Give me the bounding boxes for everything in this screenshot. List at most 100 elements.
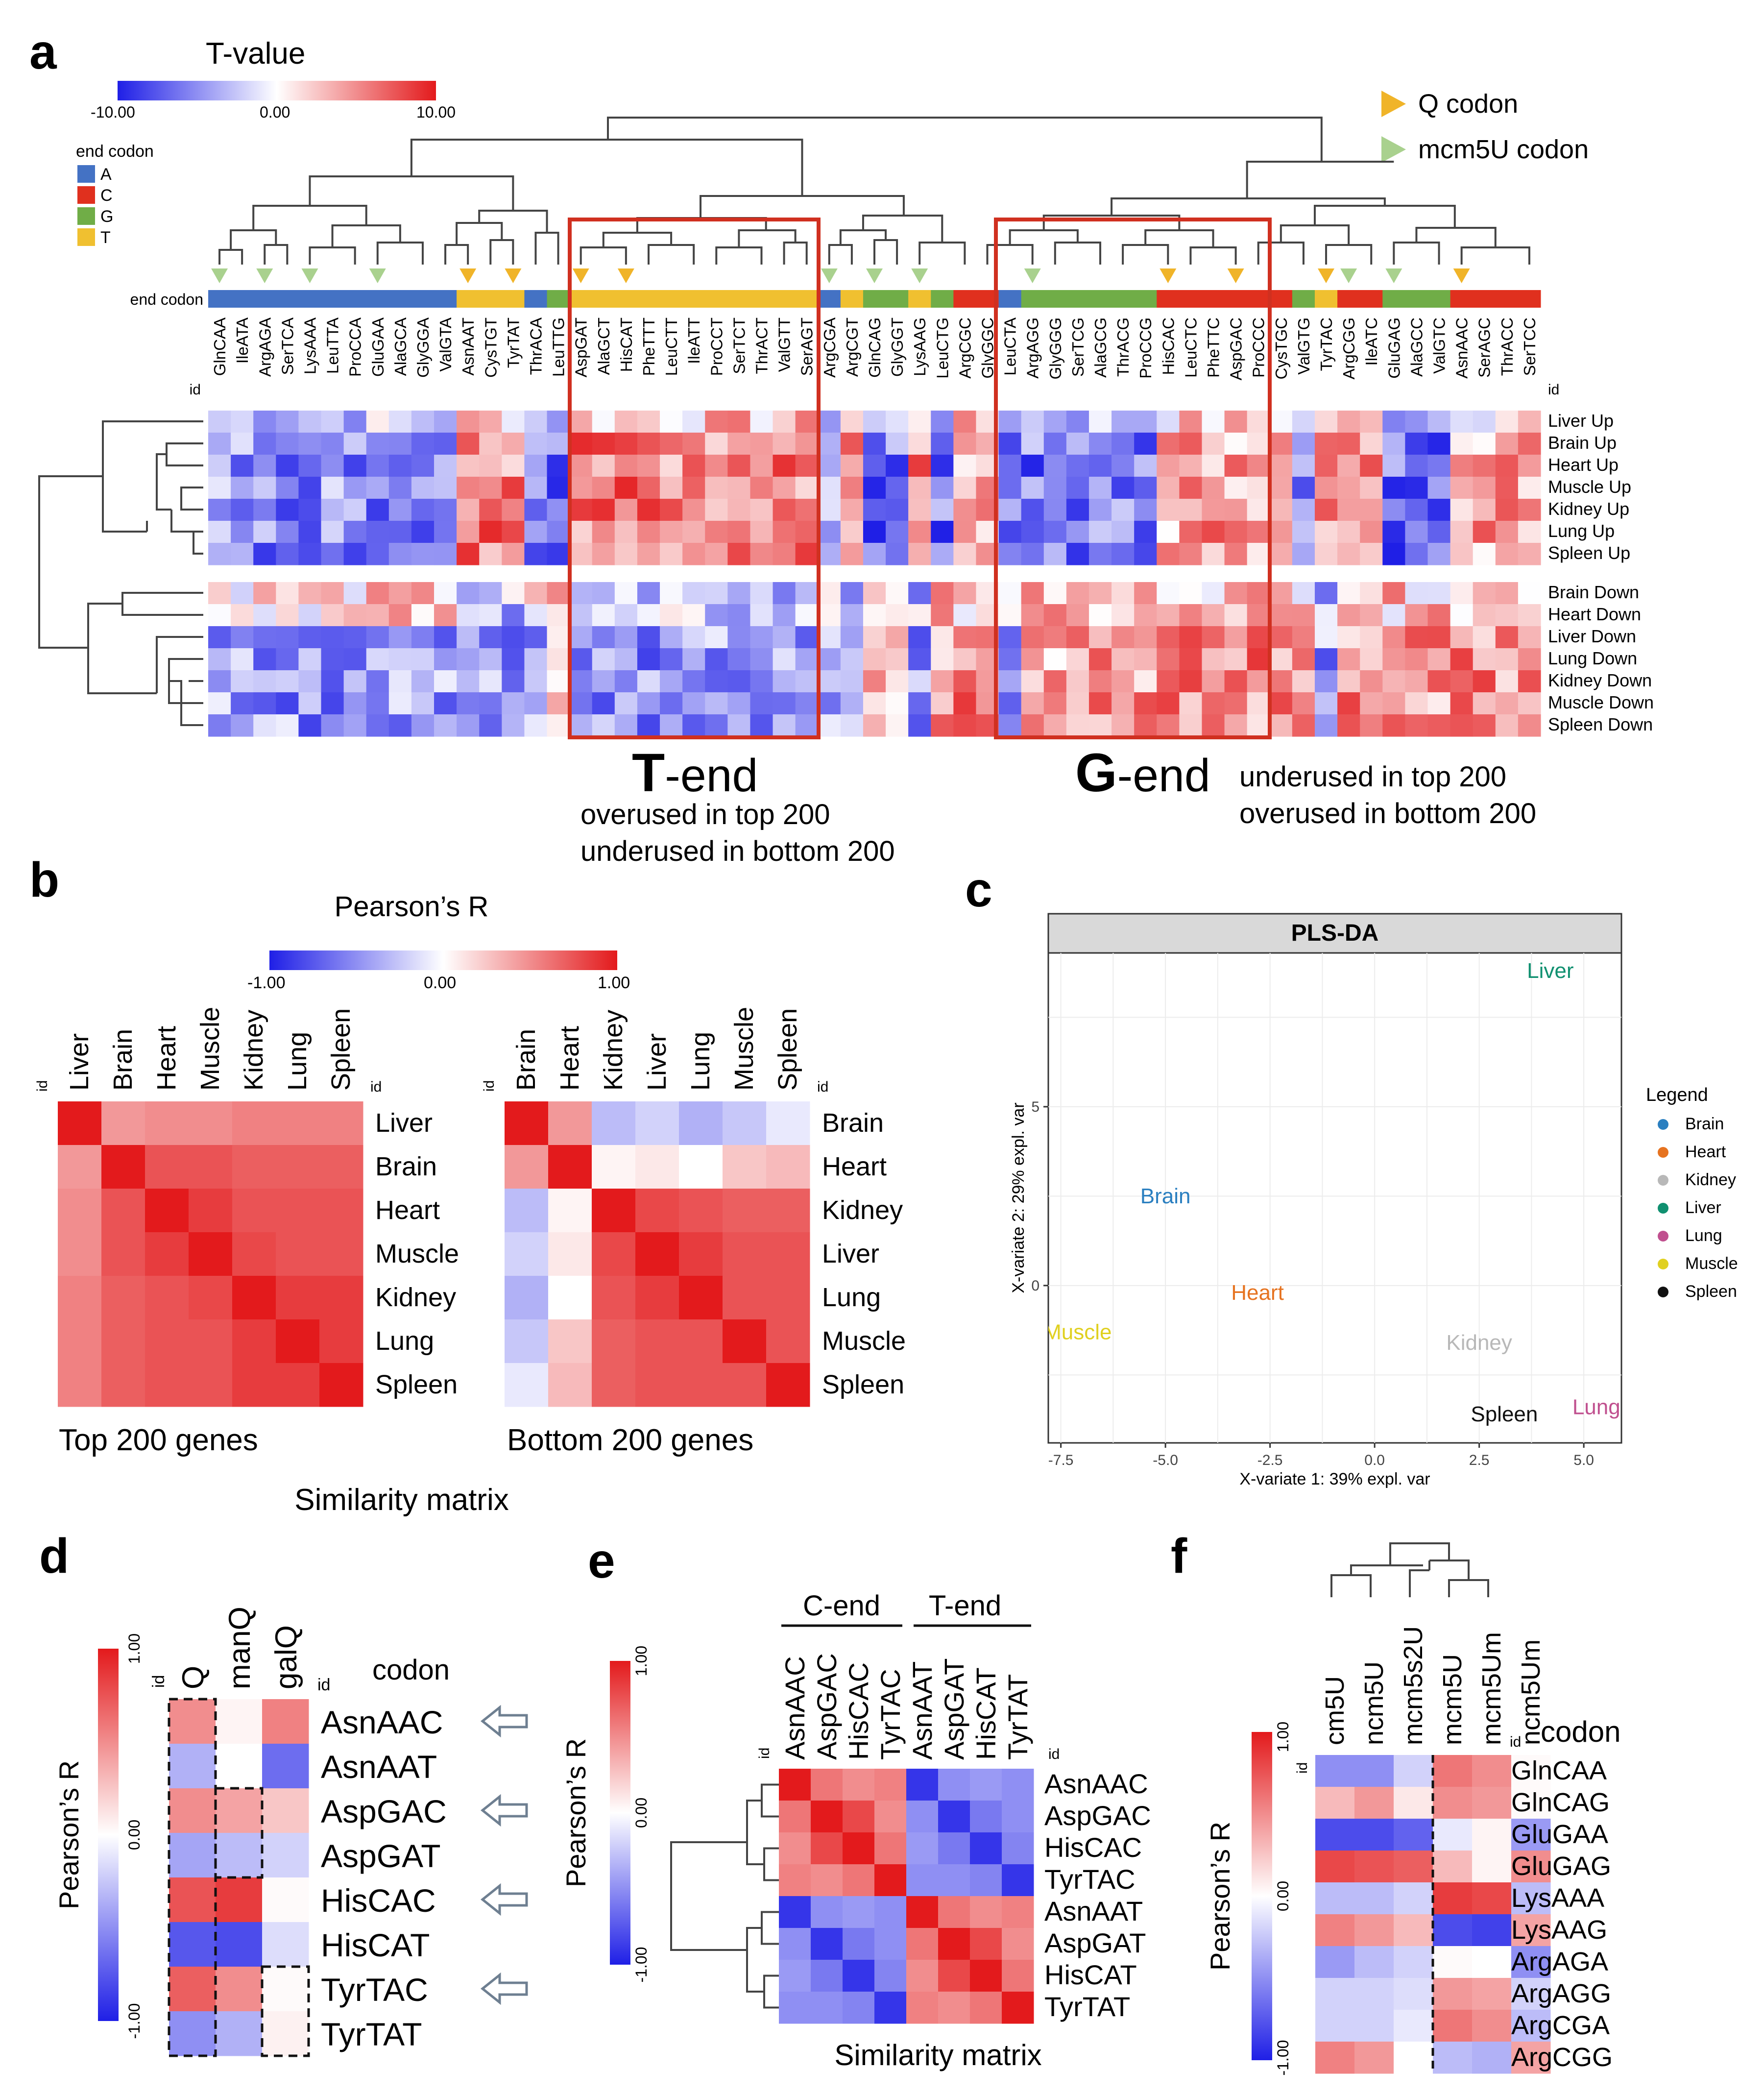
e-row-label-AspGAC: AspGAC xyxy=(1044,1800,1151,1831)
cell-Heart-Up-SerAGC xyxy=(1473,455,1496,477)
cell-Brain-Down-LysAAA xyxy=(298,582,322,605)
cell-Liver-Down-ThrACA xyxy=(524,626,548,649)
b0-row-id: id xyxy=(370,1079,382,1095)
b0-cell-Kidney-Spleen xyxy=(319,1276,363,1320)
cell-Heart-Down-LysAAA xyxy=(298,604,322,627)
col-label-LeuCTA: LeuCTA xyxy=(1001,317,1019,376)
cell-Heart-Up-GlyGGA xyxy=(411,455,435,477)
cell-Spleen-Up-GlyGGA xyxy=(411,543,435,565)
e-cell-AsnAAT-AsnAAC xyxy=(779,1896,811,1928)
cell-Kidney-Up-GlyGGG xyxy=(1043,499,1067,521)
col-label-ValGTA: ValGTA xyxy=(436,317,455,372)
cell-Heart-Up-SerTCG xyxy=(1066,455,1089,477)
b1-cell-Kidney-Kidney xyxy=(592,1189,636,1233)
endcodon-cell-ValGTA xyxy=(434,290,457,308)
cell-Spleen-Up-TyrTAT xyxy=(502,543,525,565)
e-col-id-label: id xyxy=(756,1748,773,1759)
cell-Spleen-Up-PheTTC xyxy=(1202,543,1225,565)
cell-Muscle-Down-ArgAGG xyxy=(1021,692,1044,715)
b1-cell-Muscle-Brain xyxy=(505,1319,549,1364)
b0-cell-Liver-Heart xyxy=(145,1101,189,1145)
cell-Heart-Up-LeuCTA xyxy=(998,455,1022,477)
cell-Muscle-Up-ProCCG xyxy=(1134,477,1157,499)
cell-Muscle-Down-HisCAC xyxy=(1157,692,1180,715)
cell-Muscle-Down-AspGAC xyxy=(1224,692,1248,715)
col-label-TyrTAT: TyrTAT xyxy=(504,317,522,368)
cell-Muscle-Down-AlaGCA xyxy=(388,692,412,715)
e-cell-HisCAT-AspGAC xyxy=(811,1960,843,1992)
c-point-Spleen: Spleen xyxy=(1471,1402,1538,1426)
cell-Heart-Up-ArgCGG xyxy=(1337,455,1360,477)
cell-Liver-Up-TyrTAC xyxy=(1314,411,1338,433)
cell-Brain-Down-SerAGT xyxy=(795,582,819,605)
endcodon-cell-ArgAGG xyxy=(1021,290,1044,308)
cell-Heart-Down-ProCCG xyxy=(1134,604,1157,627)
cell-Liver-Up-ArgCGC xyxy=(953,411,977,433)
f-cell-ArgCGG-cm5U xyxy=(1315,2042,1355,2074)
cell-Heart-Up-ProCCA xyxy=(343,455,367,477)
cell-Kidney-Up-LeuCTG xyxy=(931,499,954,521)
b0-row-label-Lung: Lung xyxy=(375,1326,434,1356)
cell-Heart-Down-SerAGC xyxy=(1473,604,1496,627)
b0-cell-Muscle-Brain xyxy=(101,1232,145,1276)
c-legend-label-Brain: Brain xyxy=(1685,1115,1724,1133)
cell-Lung-Down-ArgCGT xyxy=(840,648,864,671)
cell-Brain-Up-SerTCT xyxy=(727,433,751,455)
col-label-SerAGT: SerAGT xyxy=(798,317,816,376)
cell-Heart-Down-LeuCTA xyxy=(998,604,1022,627)
cell-Spleen-Up-IleATC xyxy=(1360,543,1383,565)
cell-Brain-Up-ProCCA xyxy=(343,433,367,455)
b0-cell-Brain-Brain xyxy=(101,1145,145,1189)
cell-Kidney-Up-AlaGCT xyxy=(592,499,615,521)
cell-Spleen-Down-ValGTC xyxy=(1427,714,1451,737)
cell-Lung-Up-PheTTC xyxy=(1202,521,1225,543)
f-cell-GluGAA-ncm5U xyxy=(1354,1819,1394,1851)
cell-Muscle-Down-ThrACT xyxy=(750,692,773,715)
cell-Brain-Down-ArgAGA xyxy=(253,582,276,605)
cell-Spleen-Down-LysAAA xyxy=(298,714,322,737)
cell-Muscle-Up-LeuTTA xyxy=(321,477,344,499)
c-legend-label-Kidney: Kidney xyxy=(1685,1170,1736,1189)
cell-Liver-Down-LeuCTA xyxy=(998,626,1022,649)
e-dendro-branch-1 xyxy=(763,1847,779,1881)
b1-cell-Heart-Spleen xyxy=(766,1145,810,1189)
f-cell-GlnCAA-mcm5s2U xyxy=(1394,1755,1433,1787)
cell-Lung-Down-GlyGGT xyxy=(886,648,909,671)
e-cell-AspGAC-AsnAAT xyxy=(906,1801,939,1833)
endcodon-cell-LeuTTG xyxy=(547,290,570,308)
cell-Spleen-Up-ValGTC xyxy=(1427,543,1451,565)
endcodon-cell-IleATC xyxy=(1360,290,1383,308)
cell-Liver-Up-GlyGGA xyxy=(411,411,435,433)
b1-row-label-Brain: Brain xyxy=(822,1108,884,1138)
cell-Spleen-Down-AsnAAT xyxy=(457,714,480,737)
col-label-ArgAGA: ArgAGA xyxy=(256,317,274,377)
f-cell-GlnCAG-mcm5Um xyxy=(1472,1787,1512,1819)
a-marker-legend-mcm: mcm5U codon xyxy=(1418,135,1589,164)
b0-row-label-Muscle: Muscle xyxy=(375,1239,459,1268)
cell-Muscle-Up-ArgAGG xyxy=(1021,477,1044,499)
cell-Kidney-Down-ArgCGA xyxy=(818,670,841,693)
cell-Muscle-Up-ProCCC xyxy=(1247,477,1270,499)
a-heatmap-cells xyxy=(208,411,1541,737)
cell-Lung-Up-LysAAG xyxy=(908,521,931,543)
cell-Muscle-Up-SerTCA xyxy=(276,477,299,499)
cell-Spleen-Down-ArgAGA xyxy=(253,714,276,737)
b1-cell-Spleen-Brain xyxy=(505,1363,549,1407)
cell-Heart-Down-LeuCTT xyxy=(660,604,683,627)
col-label-PheTTC: PheTTC xyxy=(1205,317,1223,378)
cell-Liver-Down-PheTTC xyxy=(1202,626,1225,649)
cell-Spleen-Up-AsnAAT xyxy=(457,543,480,565)
cell-Heart-Down-AlaGCC xyxy=(1405,604,1428,627)
endcodon-cell-PheTTT xyxy=(637,290,660,308)
cell-Muscle-Up-LeuCTT xyxy=(660,477,683,499)
cell-Lung-Down-GluGAA xyxy=(366,648,389,671)
e-dendro-branch-4 xyxy=(763,1974,779,2009)
b0-cell-Spleen-Liver xyxy=(58,1363,102,1407)
cell-Liver-Down-ArgAGG xyxy=(1021,626,1044,649)
e-cell-AsnAAT-AsnAAT xyxy=(906,1896,939,1928)
e-cell-TyrTAC-TyrTAT xyxy=(1002,1864,1034,1897)
cell-Lung-Up-GlyGGT xyxy=(886,521,909,543)
b0-cell-Lung-Spleen xyxy=(319,1319,363,1364)
cell-Lung-Down-SerAGC xyxy=(1473,648,1496,671)
